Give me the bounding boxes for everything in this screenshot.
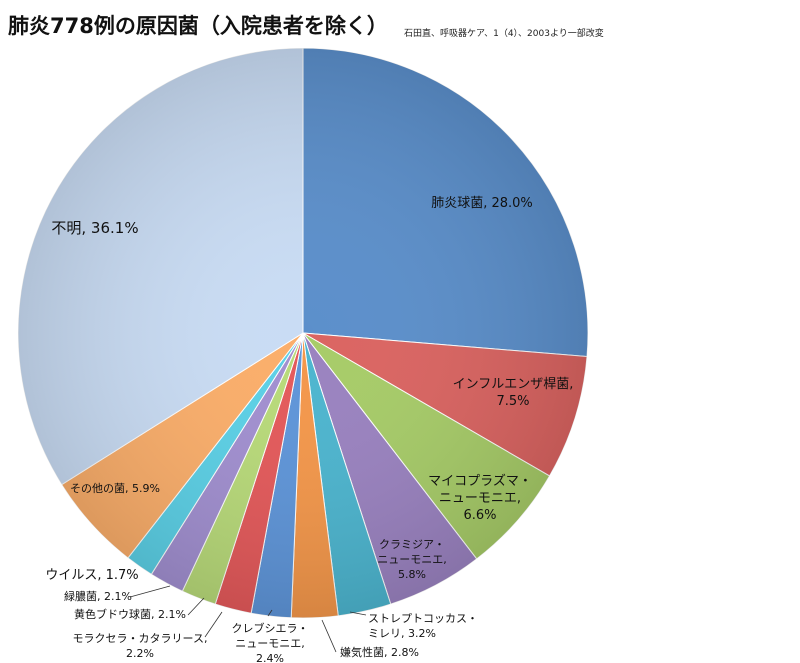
slice-label-4: クラミジア・ニューモニエ, 5.8% [377,538,447,581]
leader-line-9 [187,597,205,616]
slice-label-6: 嫌気性菌, 2.8% [340,645,419,659]
slice-label-2: インフルエンザ桿菌, 7.5% [453,377,574,409]
slice-label-3: マイコプラズマ・ニューモニエ, 6.6% [428,473,532,523]
slice-label-9: 黄色ブドウ球菌, 2.1% [74,607,186,621]
leader-line-6 [321,619,337,653]
slice-label-8: モラクセラ・カタラリース, 2.2% [73,632,208,660]
chart-title: 肺炎778例の原因菌（入院患者を除く） [8,14,388,38]
leader-line-10 [129,585,171,598]
leader-line-5 [349,611,367,616]
chart-source-note: 石田直、呼吸器ケア、1（4）、2003より一部改変 [404,29,604,39]
leader-line-7 [267,609,273,617]
slice-label-11: ウイルス, 1.7% [45,568,138,583]
slice-label-13: 不明, 36.1% [51,219,138,237]
slice-label-12: その他の菌, 5.9% [70,482,160,495]
slice-label-7: クレブシエラ・ニューモニエ, 2.4% [232,621,309,663]
leader-line-8 [204,611,223,638]
slice-label-5: ストレプトコッカス・ミレリ, 3.2% [368,612,478,640]
slice-label-10: 緑膿菌, 2.1% [64,589,132,603]
slice-label-1: 肺炎球菌, 28.0% [431,196,533,211]
